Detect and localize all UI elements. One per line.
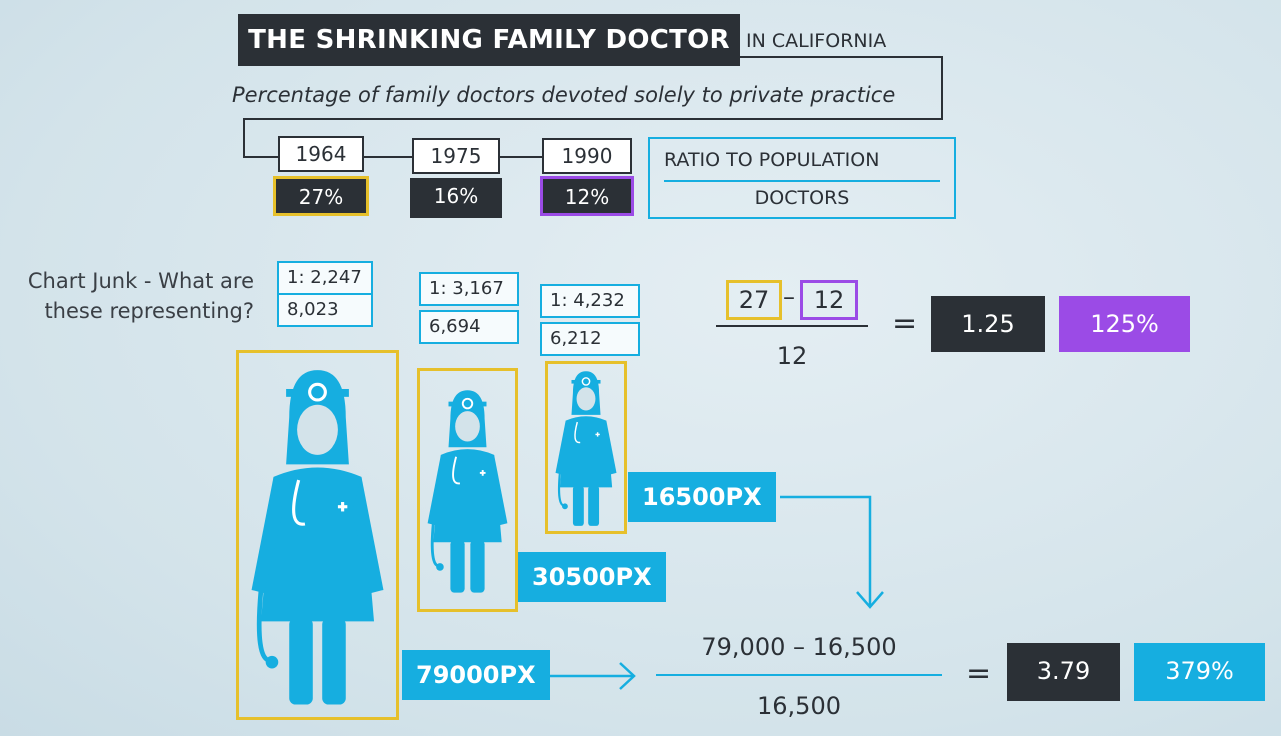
doctor-figure-icon [555, 371, 617, 526]
pixels-1990: 16500PX [628, 472, 776, 522]
doctor-frame-1975 [417, 368, 518, 612]
calc-minus: – [783, 283, 795, 311]
doctor-frame-1990 [545, 361, 627, 534]
ratio-1964: 1: 2,247 [277, 261, 373, 295]
year-1990: 1990 [542, 138, 632, 174]
pixel-calc-denominator: 16,500 [757, 692, 841, 720]
year-1964: 1964 [278, 136, 364, 172]
pixel-calc-fraction-line [656, 674, 942, 676]
calc-denominator: 12 [776, 342, 808, 370]
doctors-1975: 6,694 [419, 310, 519, 344]
pixel-calc-numerator: 79,000 – 16,500 [701, 633, 897, 661]
chart-subtitle: Percentage of family doctors devoted sol… [232, 83, 896, 107]
title-suffix: IN CALIFORNIA [746, 30, 887, 52]
chart-title: THE SHRINKING FAMILY DOCTOR [238, 14, 740, 66]
percent-1990: 12% [540, 176, 634, 216]
pixels-1975: 30500PX [518, 552, 666, 602]
stats-1964: 1: 2,247 8,023 [277, 261, 373, 327]
ratio-1975: 1: 3,167 [419, 272, 519, 306]
legend-bottom: DOCTORS [754, 187, 850, 209]
legend-divider [664, 180, 940, 182]
ratio-legend: RATIO TO POPULATION DOCTORS [648, 137, 956, 219]
doctor-figure-icon [427, 390, 508, 593]
doctors-1990: 6,212 [540, 322, 640, 356]
stats-1975: 1: 3,167 6,694 [419, 272, 519, 344]
pixel-calc-result-percent: 379% [1134, 643, 1265, 701]
pixel-calc-equals: = [966, 656, 992, 691]
legend-top: RATIO TO POPULATION [664, 149, 880, 171]
ratio-1990: 1: 4,232 [540, 284, 640, 318]
calc-result: 1.25 [931, 296, 1045, 352]
calc-result-percent: 125% [1059, 296, 1190, 352]
calc-fraction-line [716, 325, 868, 327]
calc-equals: = [892, 306, 918, 341]
arrow-right-icon [619, 662, 636, 690]
calc-numerator-b: 12 [800, 280, 858, 320]
doctor-frame-1964 [236, 350, 399, 720]
stats-1990: 1: 4,232 6,212 [540, 284, 640, 356]
percent-1964: 27% [273, 176, 369, 216]
doctor-figure-icon [251, 370, 384, 705]
doctors-1964: 8,023 [277, 293, 373, 327]
pixels-1964: 79000PX [402, 650, 550, 700]
pixel-calc-result: 3.79 [1007, 643, 1120, 701]
chart-junk-question: Chart Junk - What are these representing… [27, 269, 254, 323]
calc-numerator-a: 27 [726, 280, 782, 320]
arrow-down-icon [856, 591, 884, 609]
year-1975: 1975 [412, 138, 500, 174]
percent-1975: 16% [410, 178, 502, 218]
